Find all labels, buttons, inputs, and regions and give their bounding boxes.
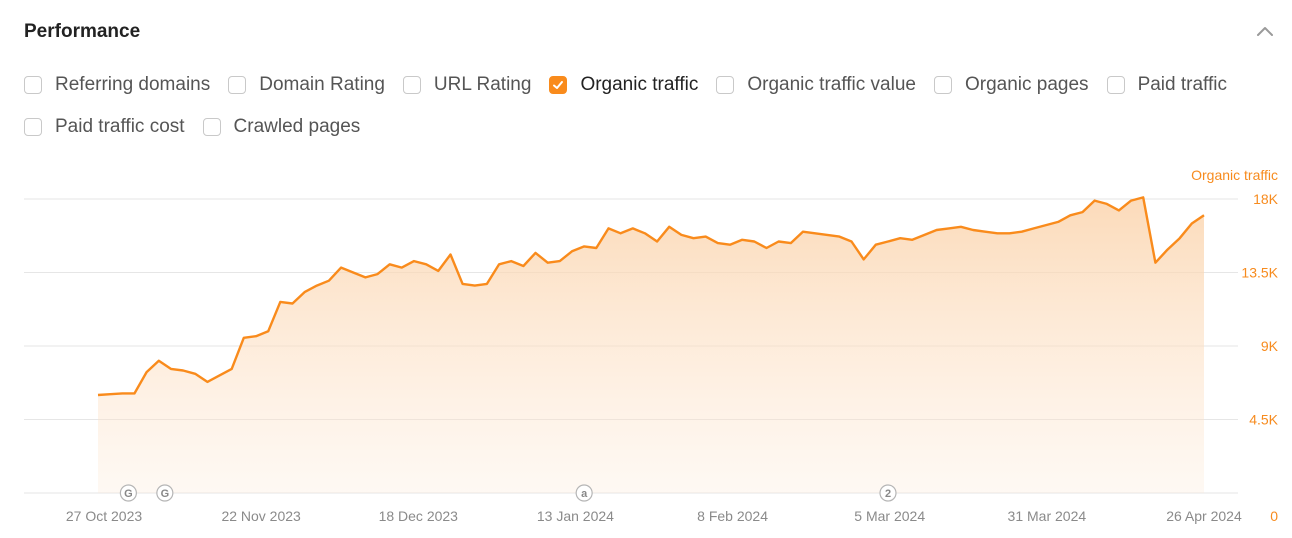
filter-url-rating[interactable]: URL Rating (402, 74, 532, 96)
filter-crawled-pages[interactable]: Crawled pages (202, 116, 361, 138)
checkbox[interactable] (228, 76, 247, 94)
checkbox[interactable] (716, 76, 735, 94)
filter-organic-traffic-value[interactable]: Organic traffic value (716, 74, 916, 96)
annotation-label: G (161, 488, 170, 500)
filter-label: Organic traffic value (747, 74, 916, 95)
filter-label: Organic pages (964, 74, 1089, 95)
annotation-marker[interactable]: a (575, 484, 593, 502)
annotation-circle (879, 484, 897, 502)
filter-paid-traffic-cost[interactable]: Paid traffic cost (24, 116, 185, 138)
filter-organic-traffic[interactable]: Organic traffic (549, 74, 698, 96)
x-tick-label: 27 Oct 2023 (66, 508, 142, 524)
x-tick-label: 5 Mar 2024 (854, 508, 925, 524)
metric-filters: Referring domains Domain Rating URL Rating… (24, 74, 1289, 138)
filter-label: Paid traffic cost (55, 116, 185, 137)
y-tick-label: 0 (1270, 508, 1278, 524)
x-tick-label: 8 Feb 2024 (697, 508, 768, 524)
y-tick-label: 4.5K (1249, 412, 1278, 428)
annotation-label: 2 (885, 488, 891, 500)
series-area (98, 197, 1204, 493)
checkbox[interactable] (202, 118, 221, 136)
filter-label: Domain Rating (259, 74, 385, 95)
filter-domain-rating[interactable]: Domain Rating (228, 74, 385, 96)
x-tick-label: 13 Jan 2024 (537, 508, 614, 524)
checkbox[interactable] (933, 76, 952, 94)
annotation-marker[interactable]: G (156, 484, 174, 502)
filter-label: Paid traffic (1137, 74, 1227, 95)
panel-title: Performance (24, 21, 141, 42)
annotation-marker[interactable]: G (119, 484, 137, 502)
filter-label: Referring domains (55, 74, 211, 95)
series-line (97, 196, 1205, 397)
filter-label: Crawled pages (233, 116, 361, 137)
x-tick-label: 18 Dec 2023 (379, 508, 459, 524)
filter-referring-domains[interactable]: Referring domains (24, 74, 210, 96)
annotation-label: a (581, 488, 588, 500)
series-label: Organic traffic (1191, 167, 1278, 183)
x-tick-label: 22 Nov 2023 (221, 508, 301, 524)
filter-label: URL Rating (433, 74, 532, 95)
checkbox[interactable] (402, 76, 421, 94)
x-tick-label: 31 Mar 2024 (1008, 508, 1087, 524)
x-tick-label: 26 Apr 2024 (1166, 508, 1242, 524)
y-tick-label: 18K (1253, 191, 1279, 207)
annotation-circle (119, 484, 137, 502)
annotation-circle (156, 484, 174, 502)
checkbox[interactable] (549, 76, 568, 94)
annotation-marker[interactable]: 2 (879, 484, 897, 502)
annotation-label: G (124, 488, 133, 500)
chevron-up-icon[interactable] (1254, 22, 1276, 40)
checkbox[interactable] (24, 118, 42, 136)
filter-organic-pages[interactable]: Organic pages (933, 74, 1089, 96)
filter-paid-traffic[interactable]: Paid traffic (1106, 74, 1227, 96)
annotation-circle (575, 484, 593, 502)
y-tick-label: 13.5K (1241, 265, 1278, 281)
checkbox[interactable] (24, 76, 42, 94)
y-tick-label: 9K (1261, 338, 1279, 354)
filter-label: Organic traffic (580, 74, 699, 95)
checkbox[interactable] (1106, 76, 1125, 94)
